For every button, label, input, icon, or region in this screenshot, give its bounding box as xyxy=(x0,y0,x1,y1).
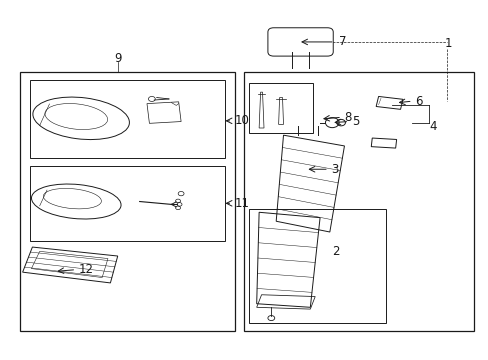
Text: 3: 3 xyxy=(330,163,338,176)
Text: 6: 6 xyxy=(414,95,422,108)
Text: 2: 2 xyxy=(331,245,339,258)
FancyBboxPatch shape xyxy=(267,28,332,56)
Text: 7: 7 xyxy=(338,35,346,49)
Text: 8: 8 xyxy=(344,111,351,124)
Bar xyxy=(20,72,234,330)
Text: 11: 11 xyxy=(234,197,249,210)
Bar xyxy=(30,166,224,241)
Ellipse shape xyxy=(43,188,101,209)
Bar xyxy=(30,80,224,158)
Text: 10: 10 xyxy=(234,114,249,127)
Ellipse shape xyxy=(33,97,129,140)
Text: 5: 5 xyxy=(351,115,358,128)
Ellipse shape xyxy=(45,104,107,130)
Text: 12: 12 xyxy=(79,263,94,276)
Bar xyxy=(249,83,312,134)
Bar xyxy=(244,72,473,330)
Text: 9: 9 xyxy=(114,51,121,64)
Text: 1: 1 xyxy=(444,37,451,50)
Ellipse shape xyxy=(31,184,121,219)
Bar xyxy=(249,209,385,323)
Text: 4: 4 xyxy=(429,120,436,133)
